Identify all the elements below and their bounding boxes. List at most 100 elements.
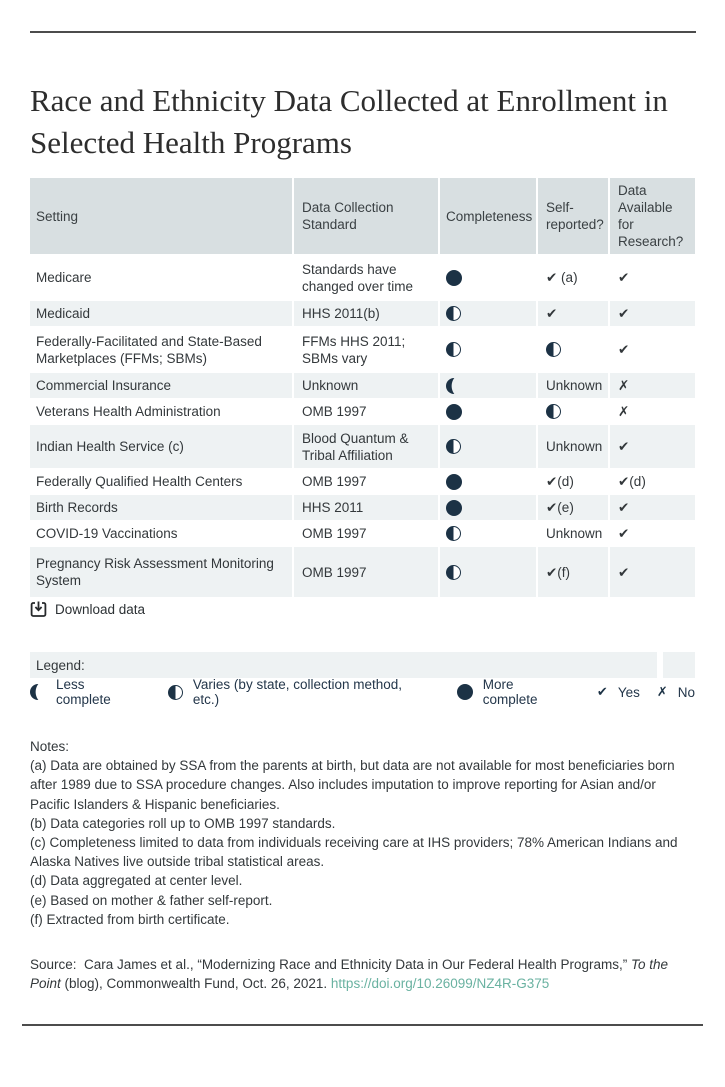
legend-header-cell: Legend: [30, 652, 657, 678]
legend-item-label: Yes [617, 684, 640, 700]
table-row: Birth Records HHS 2011 ✔(e) ✔ [30, 495, 695, 520]
completeness-icon [446, 403, 462, 420]
cell-self-reported: ✔ [538, 301, 608, 326]
cell-self-reported: ✔(f) [538, 547, 608, 597]
cell-standard: Unknown [294, 373, 438, 398]
cell-research: ✗ [610, 373, 695, 398]
source-publication: To the Point [30, 957, 669, 992]
cell-standard: OMB 1997 [294, 547, 438, 597]
note-c: (c) Completeness limited to data from in… [30, 835, 678, 870]
cell-standard: OMB 1997 [302, 404, 367, 419]
cell-research: ✔ [618, 270, 630, 285]
table-row: Commercial Insurance Unknown Unknown ✗ [30, 373, 695, 398]
table-row: Veterans Health Administration OMB 1997 … [30, 399, 695, 424]
source-doi-link[interactable]: https://doi.org/10.26099/NZ4R-G375 [330, 976, 550, 992]
legend-header-cap [663, 652, 695, 678]
table-row: Indian Health Service (c) Blood Quantum … [30, 425, 695, 468]
legend-item-no: ✗ No [657, 684, 695, 700]
cell-setting: COVID-19 Vaccinations [36, 526, 178, 541]
cell-self-reported: Unknown [538, 425, 608, 468]
crescent-icon [30, 684, 46, 700]
cell-research: ✗ [618, 404, 630, 419]
top-divider [30, 31, 696, 33]
cell-research: ✔ [610, 301, 695, 326]
note-b: (b) Data categories roll up to OMB 1997 … [30, 815, 336, 831]
header-self-reported: Self-reported? [538, 178, 608, 254]
completeness-icon [446, 342, 461, 357]
cell-completeness [440, 301, 536, 326]
source-text: Source: Cara James et al., “Modernizing … [30, 957, 632, 972]
legend-item-label: No [677, 684, 696, 700]
bottom-divider [22, 1024, 703, 1026]
header-research: Data Available for Research? [610, 178, 695, 254]
full-circle-icon [456, 684, 473, 700]
legend-item-label: More complete [482, 677, 538, 707]
legend-item-label: Less complete [56, 677, 111, 707]
cell-setting: Federally-Facilitated and State-Based Ma… [36, 333, 262, 366]
self-reported-value: ✔(e) [546, 500, 574, 515]
cell-completeness [440, 547, 536, 597]
note-d: (d) Data aggregated at center level. [30, 873, 243, 889]
note-a: (a) Data are obtained by SSA from the pa… [30, 758, 675, 812]
cell-research: ✔ [610, 495, 695, 520]
cell-setting: Veterans Health Administration [36, 404, 221, 419]
cell-standard: Blood Quantum & Tribal Affiliation [294, 425, 438, 468]
legend-item-varies: Varies (by state, collection method, etc… [167, 677, 432, 707]
header-setting: Setting [30, 178, 292, 254]
source-section: Source: Cara James et al., “Modernizing … [30, 955, 698, 994]
note-e: (e) Based on mother & father self-report… [30, 892, 273, 908]
self-reported-value: ✔ [546, 306, 558, 321]
table-row: Federally-Facilitated and State-Based Ma… [30, 327, 695, 372]
cell-self-reported: Unknown [538, 521, 608, 546]
cell-completeness [440, 399, 536, 424]
completeness-icon [446, 473, 462, 490]
cell-setting: Federally Qualified Health Centers [36, 474, 243, 489]
cell-self-reported: ✔ (a) [538, 255, 608, 300]
cell-completeness [440, 327, 536, 372]
cell-standard: HHS 2011 [294, 495, 438, 520]
header-completeness: Completeness [440, 178, 536, 254]
table-row: Medicaid HHS 2011(b) ✔ ✔ [30, 301, 695, 326]
table-header-row: Setting Data Collection Standard Complet… [30, 178, 695, 254]
cell-self-reported [538, 327, 608, 372]
completeness-icon [446, 526, 461, 541]
cross-icon: ✗ [656, 684, 668, 699]
self-reported-value: Unknown [546, 439, 603, 454]
completeness-icon [446, 564, 461, 580]
cell-self-reported: ✔(d) [538, 469, 608, 494]
cell-self-reported: Unknown [538, 373, 608, 398]
self-reported-value: ✔(d) [546, 474, 574, 489]
check-icon: ✔ [596, 684, 608, 699]
cell-standard: OMB 1997 [302, 474, 367, 489]
completeness-icon [446, 499, 462, 516]
data-table: Setting Data Collection Standard Complet… [30, 178, 695, 598]
cell-completeness [440, 425, 536, 468]
cell-setting: Pregnancy Risk Assessment Monitoring Sys… [30, 547, 292, 597]
cell-standard: Standards have changed over time [302, 261, 414, 294]
cell-setting: Birth Records [30, 495, 292, 520]
cell-research: ✔ [610, 425, 695, 468]
cell-self-reported: ✔(e) [538, 495, 608, 520]
note-f: (f) Extracted from birth certificate. [30, 911, 230, 927]
cell-completeness [440, 373, 536, 398]
cell-self-reported [538, 399, 608, 424]
header-standard: Data Collection Standard [294, 178, 438, 254]
cell-research: ✔(d) [618, 474, 646, 489]
table-row: COVID-19 Vaccinations OMB 1997 Unknown ✔ [30, 521, 695, 546]
download-label: Download data [55, 602, 146, 617]
cell-setting: Indian Health Service (c) [30, 425, 292, 468]
cell-setting: Medicare [36, 270, 92, 285]
completeness-icon [446, 269, 462, 286]
legend-item-label: Varies (by state, collection method, etc… [192, 677, 403, 707]
cell-completeness [440, 495, 536, 520]
table-row: Federally Qualified Health Centers OMB 1… [30, 469, 695, 494]
self-reported-value: Unknown [546, 526, 603, 541]
completeness-icon [446, 439, 461, 454]
self-reported-value: Unknown [546, 378, 603, 393]
cell-standard: HHS 2011(b) [294, 301, 438, 326]
cell-standard: OMB 1997 [302, 526, 367, 541]
cell-research: ✔ [610, 547, 695, 597]
cell-setting: Commercial Insurance [30, 373, 292, 398]
download-data-button[interactable]: Download data [30, 601, 145, 618]
legend-item-more-complete: More complete [456, 677, 572, 707]
